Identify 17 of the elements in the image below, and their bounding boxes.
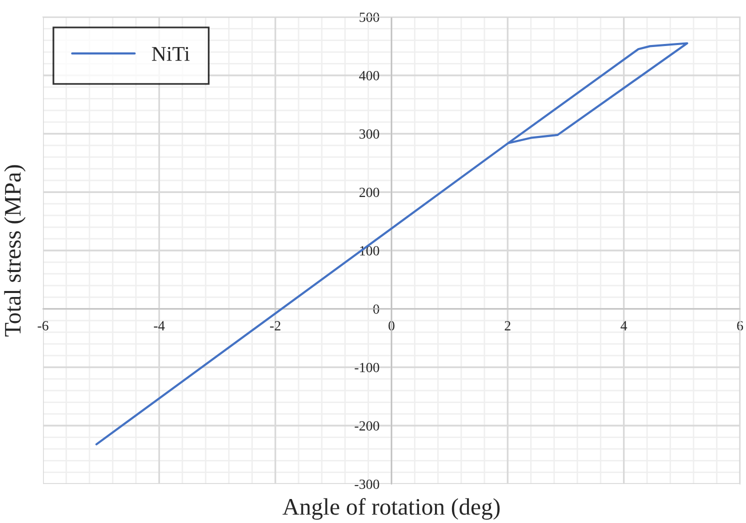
x-tick-label: 4 bbox=[620, 321, 628, 330]
y-tick-label: 300 bbox=[360, 129, 380, 139]
y-tick-label: 400 bbox=[359, 70, 380, 80]
y-axis-title: Total stress (MPa) bbox=[4, 165, 26, 336]
y-tick-label: 200 bbox=[359, 188, 380, 198]
y-tick-label: -300 bbox=[354, 480, 380, 489]
line-series bbox=[95, 42, 688, 446]
legend-label: NiTi bbox=[152, 46, 190, 61]
y-tick-label: -100 bbox=[354, 362, 380, 372]
y-tick-label: -200 bbox=[354, 421, 380, 431]
x-tick-label: -6 bbox=[38, 321, 48, 330]
x-tick-label: -2 bbox=[270, 321, 280, 330]
x-tick-label: -4 bbox=[154, 321, 165, 330]
x-tick-label: 2 bbox=[504, 321, 510, 330]
x-axis-title: Angle of rotation (deg) bbox=[282, 498, 500, 520]
y-tick-label: 100 bbox=[360, 246, 380, 256]
x-tick-label: 0 bbox=[388, 321, 394, 330]
